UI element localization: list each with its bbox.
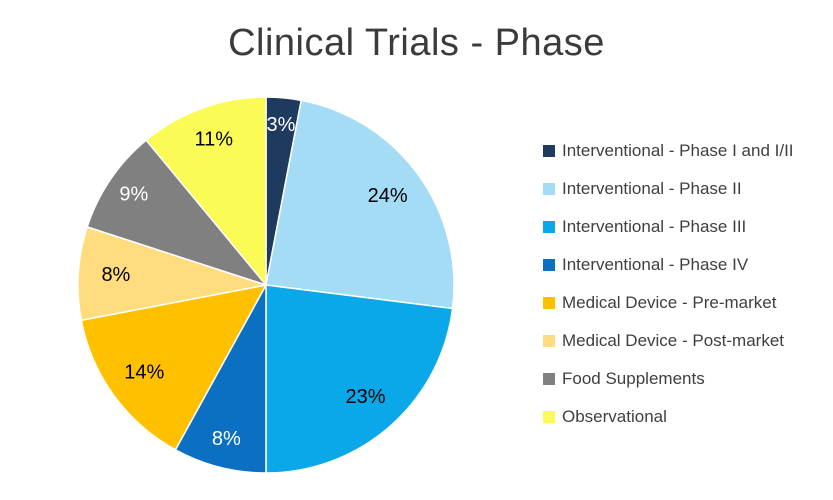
legend-item: Medical Device - Post-market xyxy=(543,329,794,353)
legend-item: Interventional - Phase IV xyxy=(543,253,794,277)
pie-slice-5 xyxy=(80,284,267,451)
pie-slice-label: 24% xyxy=(368,185,408,207)
pie-slice-7 xyxy=(86,139,267,286)
pie-slice-label: 11% xyxy=(195,128,234,150)
legend-label: Medical Device - Post-market xyxy=(562,331,785,350)
legend-label: Observational xyxy=(562,407,667,426)
legend-item: Food Supplements xyxy=(543,367,794,391)
legend-swatch-icon xyxy=(543,183,555,195)
pie-slice-6 xyxy=(77,226,267,321)
pie-slice-label: 8% xyxy=(101,264,130,286)
legend-item: Interventional - Phase III xyxy=(543,215,794,239)
legend-swatch-icon xyxy=(543,411,555,423)
legend-label: Interventional - Phase II xyxy=(562,179,742,198)
pie-slice-8 xyxy=(145,96,267,286)
legend-item: Medical Device - Pre-market xyxy=(543,291,794,315)
legend-label: Food Supplements xyxy=(562,369,705,388)
legend-label: Medical Device - Pre-market xyxy=(562,293,777,312)
legend-swatch-icon xyxy=(543,259,555,271)
legend-label: Interventional - Phase III xyxy=(562,217,747,236)
legend: Interventional - Phase I and I/II Interve… xyxy=(543,139,794,443)
pie-slice-3 xyxy=(265,284,454,474)
legend-item: Interventional - Phase II xyxy=(543,177,794,201)
legend-label: Interventional - Phase IV xyxy=(562,255,749,274)
legend-swatch-icon xyxy=(543,221,555,233)
legend-swatch-icon xyxy=(543,373,555,385)
legend-item: Observational xyxy=(543,405,794,429)
legend-label: Interventional - Phase I and I/II xyxy=(562,141,794,160)
pie-slice-label: 14% xyxy=(124,362,164,384)
pie-slice-label: 23% xyxy=(345,386,385,408)
chart-title: Clinical Trials - Phase xyxy=(228,22,605,64)
pie-slice-4 xyxy=(174,284,267,474)
pie-slice-2 xyxy=(265,99,455,310)
legend-swatch-icon xyxy=(543,297,555,309)
legend-item: Interventional - Phase I and I/II xyxy=(543,139,794,163)
pie-slice-label: 3% xyxy=(267,114,296,136)
legend-swatch-icon xyxy=(543,335,555,347)
legend-swatch-icon xyxy=(543,145,555,157)
pie-slice-label: 9% xyxy=(119,183,148,205)
pie-slice-label: 8% xyxy=(212,428,241,450)
